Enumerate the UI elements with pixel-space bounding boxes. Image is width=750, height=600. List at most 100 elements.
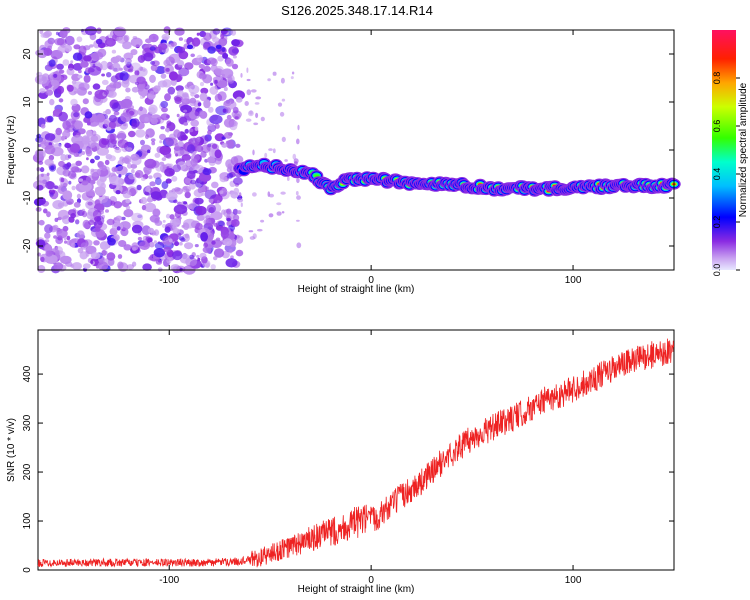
noise-blob xyxy=(56,63,64,70)
noise-blob xyxy=(38,219,45,226)
noise-blob xyxy=(73,44,81,50)
noise-blob xyxy=(160,73,167,79)
noise-blob xyxy=(272,148,276,154)
noise-blob xyxy=(50,165,55,171)
noise-blob xyxy=(109,133,117,141)
noise-blob xyxy=(72,52,83,61)
noise-blob xyxy=(122,190,132,199)
noise-blob xyxy=(114,147,122,154)
noise-blob xyxy=(117,254,123,259)
noise-blob xyxy=(202,168,212,176)
noise-blob xyxy=(56,228,68,239)
noise-blob xyxy=(217,220,225,227)
noise-blob xyxy=(71,80,77,85)
noise-blob xyxy=(264,152,268,159)
noise-blob xyxy=(57,209,70,220)
noise-blob xyxy=(178,67,190,77)
noise-blob xyxy=(46,115,54,123)
noise-blob xyxy=(74,120,83,130)
noise-blob xyxy=(210,264,216,270)
noise-blob xyxy=(81,151,86,155)
noise-blob xyxy=(115,190,121,195)
noise-blob xyxy=(161,157,167,162)
noise-blob xyxy=(246,67,249,73)
noise-blob xyxy=(244,101,249,106)
noise-blob xyxy=(157,43,168,51)
noise-blob xyxy=(77,74,83,79)
noise-blob xyxy=(58,69,65,74)
noise-blob xyxy=(194,197,204,205)
noise-blob xyxy=(150,191,162,200)
noise-blob xyxy=(196,145,204,153)
noise-blob xyxy=(194,94,200,99)
noise-blob xyxy=(117,81,122,85)
noise-blob xyxy=(225,58,234,67)
noise-blob xyxy=(232,106,239,114)
noise-blob xyxy=(76,230,85,239)
noise-blob xyxy=(83,74,91,83)
noise-blob xyxy=(90,260,94,264)
noise-blob xyxy=(215,44,222,49)
noise-blob xyxy=(88,219,95,226)
noise-blob xyxy=(220,33,225,39)
noise-blob xyxy=(115,55,122,62)
noise-blob xyxy=(40,123,46,129)
noise-blob xyxy=(60,154,67,161)
noise-blob xyxy=(44,85,49,90)
noise-blob xyxy=(217,55,224,62)
noise-blob xyxy=(105,209,109,213)
noise-blob xyxy=(83,55,92,62)
noise-blob xyxy=(128,130,136,138)
noise-blob xyxy=(40,256,45,262)
noise-blob xyxy=(168,238,173,243)
noise-blob xyxy=(245,118,252,122)
noise-blob xyxy=(101,138,109,146)
noise-blob xyxy=(231,39,241,47)
noise-blob xyxy=(213,248,225,258)
noise-blob xyxy=(149,46,156,51)
noise-blob xyxy=(164,168,175,177)
noise-blob xyxy=(118,240,127,247)
noise-blob xyxy=(87,91,93,95)
noise-blob xyxy=(78,128,86,135)
noise-blob xyxy=(177,140,184,147)
noise-blob xyxy=(296,242,302,249)
noise-blob xyxy=(107,90,117,98)
noise-blob xyxy=(186,44,194,50)
noise-blob xyxy=(70,242,76,248)
noise-blob xyxy=(160,100,169,108)
noise-blob xyxy=(184,233,190,239)
noise-blob xyxy=(56,166,67,176)
noise-blob xyxy=(144,158,157,169)
noise-blob xyxy=(53,143,62,150)
noise-blob xyxy=(216,200,220,204)
noise-blob xyxy=(213,256,218,261)
noise-blob xyxy=(231,219,240,227)
noise-blob xyxy=(147,227,154,234)
noise-blob xyxy=(172,228,180,235)
noise-blob xyxy=(174,241,180,247)
noise-blob xyxy=(161,33,170,41)
noise-blob xyxy=(66,84,74,92)
noise-blob xyxy=(151,60,160,67)
noise-blob xyxy=(260,116,265,122)
noise-blob xyxy=(150,117,158,125)
noise-blob xyxy=(64,142,72,149)
noise-blob xyxy=(187,204,193,210)
noise-blob xyxy=(91,51,104,60)
noise-blob xyxy=(81,135,90,145)
noise-blob xyxy=(180,237,186,242)
noise-blob xyxy=(144,116,149,122)
noise-blob xyxy=(226,139,234,149)
noise-blob xyxy=(188,84,200,95)
noise-blob xyxy=(179,241,183,246)
noise-blob xyxy=(43,208,48,214)
noise-blob xyxy=(272,71,277,76)
noise-blob xyxy=(84,26,97,36)
noise-blob xyxy=(59,29,68,39)
noise-blob xyxy=(122,100,132,111)
noise-blob xyxy=(183,122,188,126)
noise-blob xyxy=(60,135,65,141)
noise-blob xyxy=(165,213,171,219)
noise-blob xyxy=(131,242,139,251)
